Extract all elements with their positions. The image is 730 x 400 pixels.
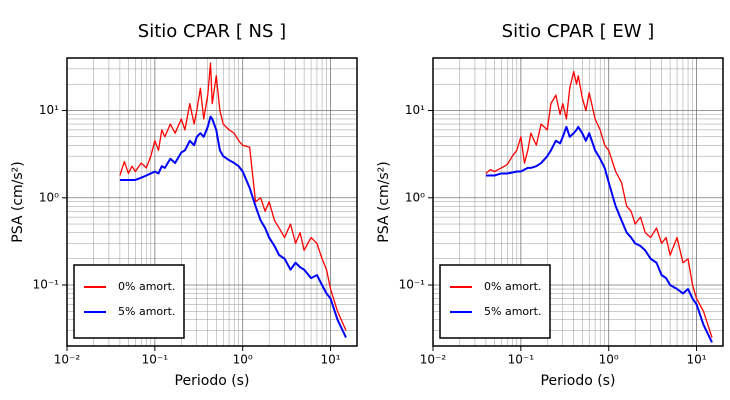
y-tick-label: 10⁰	[39, 190, 59, 204]
x-tick-label: 10⁻¹	[508, 353, 535, 367]
x-tick-label: 10⁰	[599, 353, 619, 367]
y-axis-label: PSA (cm/s²)	[10, 161, 26, 243]
y-tick-label: 10⁻¹	[33, 278, 60, 292]
x-tick-label: 10¹	[321, 353, 341, 367]
legend-label: 0% amort.	[484, 280, 541, 293]
plot-frame	[432, 57, 724, 347]
series-line	[485, 125, 713, 343]
chart-title: Sitio CPAR [ EW ]	[502, 21, 655, 42]
legend-label: 5% amort.	[484, 305, 541, 318]
x-tick-label: 10⁻²	[420, 353, 447, 367]
series-line	[485, 70, 713, 338]
x-tick-label: 10⁻²	[54, 353, 81, 367]
x-tick-label: 10⁰	[233, 353, 253, 367]
x-tick-label: 10⁻¹	[142, 353, 169, 367]
y-tick-label: 10¹	[39, 103, 59, 117]
legend-box	[73, 264, 185, 339]
legend-box	[439, 264, 551, 339]
y-axis-label: PSA (cm/s²)	[376, 161, 392, 243]
x-tick-label: 10¹	[687, 353, 707, 367]
y-tick-label: 10¹	[405, 103, 425, 117]
legend-label: 0% amort.	[118, 280, 175, 293]
x-axis-label: Periodo (s)	[541, 373, 616, 389]
legend-label: 5% amort.	[118, 305, 175, 318]
y-tick-label: 10⁰	[405, 190, 425, 204]
series-line	[119, 115, 347, 338]
y-tick-label: 10⁻¹	[399, 278, 426, 292]
series-line	[119, 62, 347, 331]
chart-title: Sitio CPAR [ NS ]	[138, 21, 286, 42]
x-axis-label: Periodo (s)	[175, 373, 250, 389]
plot-frame	[66, 57, 358, 347]
